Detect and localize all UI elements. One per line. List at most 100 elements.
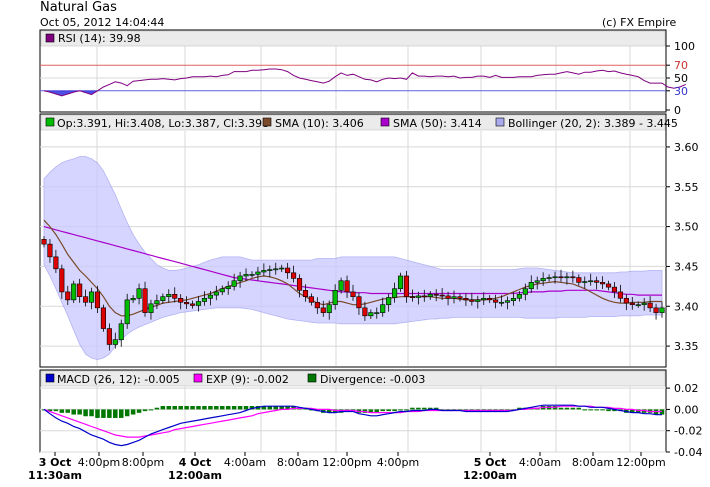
- macd-line: [43, 404, 662, 447]
- candle: [481, 297, 487, 301]
- candle: [184, 301, 190, 305]
- divergence-bar: [267, 406, 273, 410]
- sma10-legend-label: SMA (10): 3.406: [275, 117, 364, 130]
- candle: [368, 312, 374, 317]
- candle: [392, 288, 398, 298]
- x-tick-label: 4:00pm: [377, 456, 419, 469]
- rsi-legend-bar: [40, 30, 666, 47]
- candle: [47, 243, 53, 258]
- candle: [332, 290, 338, 305]
- candle: [493, 299, 499, 303]
- divergence-bar: [107, 409, 112, 418]
- divergence-bar: [196, 406, 201, 410]
- x-tick-sublabel: 12:00am: [463, 469, 517, 482]
- divergence-bar: [124, 409, 130, 417]
- candle: [397, 275, 404, 290]
- candle: [130, 297, 136, 301]
- divergence-bar: [416, 407, 421, 410]
- x-tick-sublabel: 11:30am: [28, 469, 82, 482]
- rsi-ytick-label: 0: [674, 104, 681, 117]
- candle: [582, 281, 588, 283]
- candle: [617, 291, 623, 299]
- divergence-bar: [635, 409, 641, 413]
- candle: [546, 277, 552, 279]
- candle: [504, 300, 511, 303]
- divergence-bar: [332, 409, 338, 413]
- divergence-bar: [427, 407, 433, 410]
- candle: [41, 239, 47, 245]
- candle: [237, 275, 243, 282]
- candle: [451, 296, 457, 299]
- candle: [570, 276, 576, 279]
- divergence-bar: [202, 406, 207, 410]
- divergence-bar: [374, 409, 380, 413]
- candle: [534, 280, 540, 283]
- candle: [362, 307, 368, 317]
- candle: [195, 301, 202, 306]
- price-ytick-label: 3.55: [674, 181, 699, 194]
- macd-ytick-label: -0.04: [674, 446, 702, 459]
- divergence-bar: [101, 409, 106, 418]
- candle: [558, 276, 564, 279]
- divergence-bar: [600, 409, 605, 411]
- rsi-legend-swatch: [45, 33, 55, 43]
- x-tick-label: 3 Oct: [39, 456, 72, 469]
- divergence-bar: [582, 409, 588, 411]
- candle: [611, 286, 618, 293]
- candle: [71, 283, 77, 301]
- candle: [320, 307, 326, 313]
- candle: [344, 280, 350, 293]
- divergence-bar: [404, 409, 409, 411]
- candle: [225, 286, 231, 290]
- candle: [53, 256, 59, 270]
- price-legend-bar: [40, 114, 666, 131]
- divergence-bar: [47, 409, 53, 412]
- candle: [487, 297, 493, 301]
- divergence-bar: [225, 406, 231, 410]
- x-tick-label: 4:00am: [224, 456, 266, 469]
- divergence-bar: [184, 406, 189, 410]
- candle: [178, 297, 184, 303]
- candle: [219, 288, 225, 293]
- candle: [83, 296, 89, 303]
- price-ytick-label: 3.60: [674, 141, 699, 154]
- divergence-bar: [53, 409, 59, 412]
- candle: [166, 294, 172, 297]
- divergence-bar: [368, 409, 374, 413]
- candle: [469, 299, 475, 302]
- divergence-bar: [564, 407, 570, 410]
- candle: [106, 328, 112, 345]
- candle: [296, 278, 303, 291]
- divergence-bar: [422, 407, 427, 410]
- rsi-ytick-label: 30: [674, 85, 688, 98]
- x-tick-label: 8:00am: [277, 456, 319, 469]
- divergence-bar: [285, 406, 290, 410]
- price-ytick-label: 3.45: [674, 260, 699, 273]
- candle: [261, 270, 267, 273]
- candle: [302, 290, 309, 297]
- candle: [308, 296, 314, 303]
- candle: [249, 274, 255, 276]
- rsi-line: [43, 68, 686, 97]
- macd-legend-label: MACD (26, 12): -0.005: [57, 373, 180, 386]
- candle: [415, 295, 421, 298]
- candle: [136, 288, 142, 299]
- candle: [522, 288, 528, 295]
- bollinger-legend-label: Bollinger (20, 2): 3.389 - 3.445: [508, 117, 678, 130]
- candle: [255, 271, 261, 275]
- divergence-bar: [166, 406, 172, 410]
- divergence-bar: [576, 407, 582, 410]
- candle: [267, 269, 273, 271]
- divergence-bar: [231, 406, 237, 410]
- candle: [338, 280, 344, 291]
- candle: [65, 291, 71, 301]
- divergence-bar: [243, 406, 249, 410]
- divergence-bar: [190, 406, 195, 410]
- divergence-bar: [386, 409, 391, 412]
- divergence-bar: [83, 409, 88, 417]
- candle: [516, 294, 522, 299]
- candle: [623, 297, 629, 304]
- divergence-bar: [630, 409, 635, 413]
- divergence-bar: [249, 406, 255, 410]
- sma50-legend-swatch: [380, 117, 390, 127]
